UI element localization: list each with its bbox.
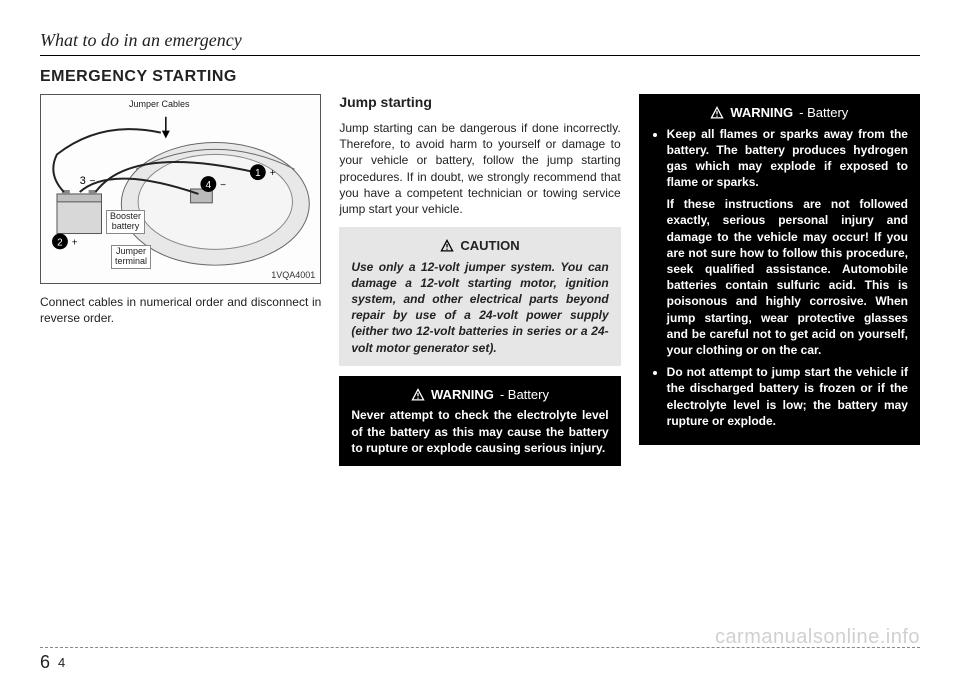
warning-body-small: Never attempt to check the electrolyte l… <box>351 407 608 456</box>
caution-box: CAUTION Use only a 12-volt jumper system… <box>339 227 620 366</box>
column-2: Jump starting Jump starting can be dange… <box>339 94 620 466</box>
warning-large-title: WARNING <box>730 104 793 122</box>
footer-rule <box>40 647 920 648</box>
header-rule: What to do in an emergency <box>40 30 920 56</box>
footer: 6 4 <box>40 647 920 673</box>
caution-title: CAUTION <box>460 237 519 255</box>
section-number: 6 <box>40 652 50 673</box>
warning-bullet-1a: Keep all flames or sparks away from the … <box>667 127 908 190</box>
jump-starting-body: Jump starting can be dangerous if done i… <box>339 120 620 217</box>
page-number: 4 <box>58 655 65 670</box>
section-title: EMERGENCY STARTING <box>40 68 920 86</box>
jump-start-diagram: 1 + 2 + 3 − 4 − Jumper Cables Booster ba… <box>40 94 321 284</box>
warning-box-small: WARNING - Battery Never attempt to check… <box>339 376 620 466</box>
num-3: 3 <box>80 175 86 187</box>
warning-suffix: - Battery <box>500 386 549 404</box>
caution-icon <box>440 239 454 253</box>
warning-box-large: WARNING - Battery Keep all flames or spa… <box>639 94 920 445</box>
content-columns: 1 + 2 + 3 − 4 − Jumper Cables Booster ba… <box>40 94 920 466</box>
warning-title-row: WARNING - Battery <box>351 386 608 404</box>
label-jumper-cables: Jumper Cables <box>126 99 193 111</box>
diagram-svg: 1 + 2 + 3 − 4 − <box>41 95 320 283</box>
header-text: What to do in an emergency <box>40 30 920 51</box>
minus-3: − <box>90 176 96 187</box>
diagram-code: 1VQA4001 <box>271 270 315 280</box>
warning-icon <box>411 388 425 402</box>
jump-starting-heading: Jump starting <box>339 94 620 110</box>
manual-page: What to do in an emergency EMERGENCY STA… <box>0 0 960 689</box>
num-4: 4 <box>206 180 212 191</box>
num-2: 2 <box>57 237 63 248</box>
warning-large-title-row: WARNING - Battery <box>651 104 908 122</box>
label-booster-battery: Booster battery <box>106 210 145 234</box>
caution-body: Use only a 12-volt jumper system. You ca… <box>351 259 608 356</box>
page-numbers: 6 4 <box>40 652 920 673</box>
warning-bullet-1: Keep all flames or sparks away from the … <box>667 126 908 359</box>
warning-bullet-2: Do not attempt to jump start the vehicle… <box>667 364 908 429</box>
warning-bullet-1b: If these instructions are not followed e… <box>667 196 908 358</box>
watermark: carmanualsonline.info <box>715 626 920 649</box>
warning-bullet-list: Keep all flames or sparks away from the … <box>651 126 908 429</box>
warning-title: WARNING <box>431 386 494 404</box>
caution-title-row: CAUTION <box>351 237 608 255</box>
label-jumper-terminal: Jumper terminal <box>111 245 151 269</box>
minus-4: − <box>220 180 226 191</box>
warning-large-suffix: - Battery <box>799 104 848 122</box>
diagram-caption: Connect cables in numerical order and di… <box>40 294 321 326</box>
plus-1: + <box>270 168 276 179</box>
plus-2: + <box>72 237 78 248</box>
column-1: 1 + 2 + 3 − 4 − Jumper Cables Booster ba… <box>40 94 321 466</box>
num-1: 1 <box>255 168 261 179</box>
column-3: WARNING - Battery Keep all flames or spa… <box>639 94 920 466</box>
warning-icon <box>710 106 724 120</box>
